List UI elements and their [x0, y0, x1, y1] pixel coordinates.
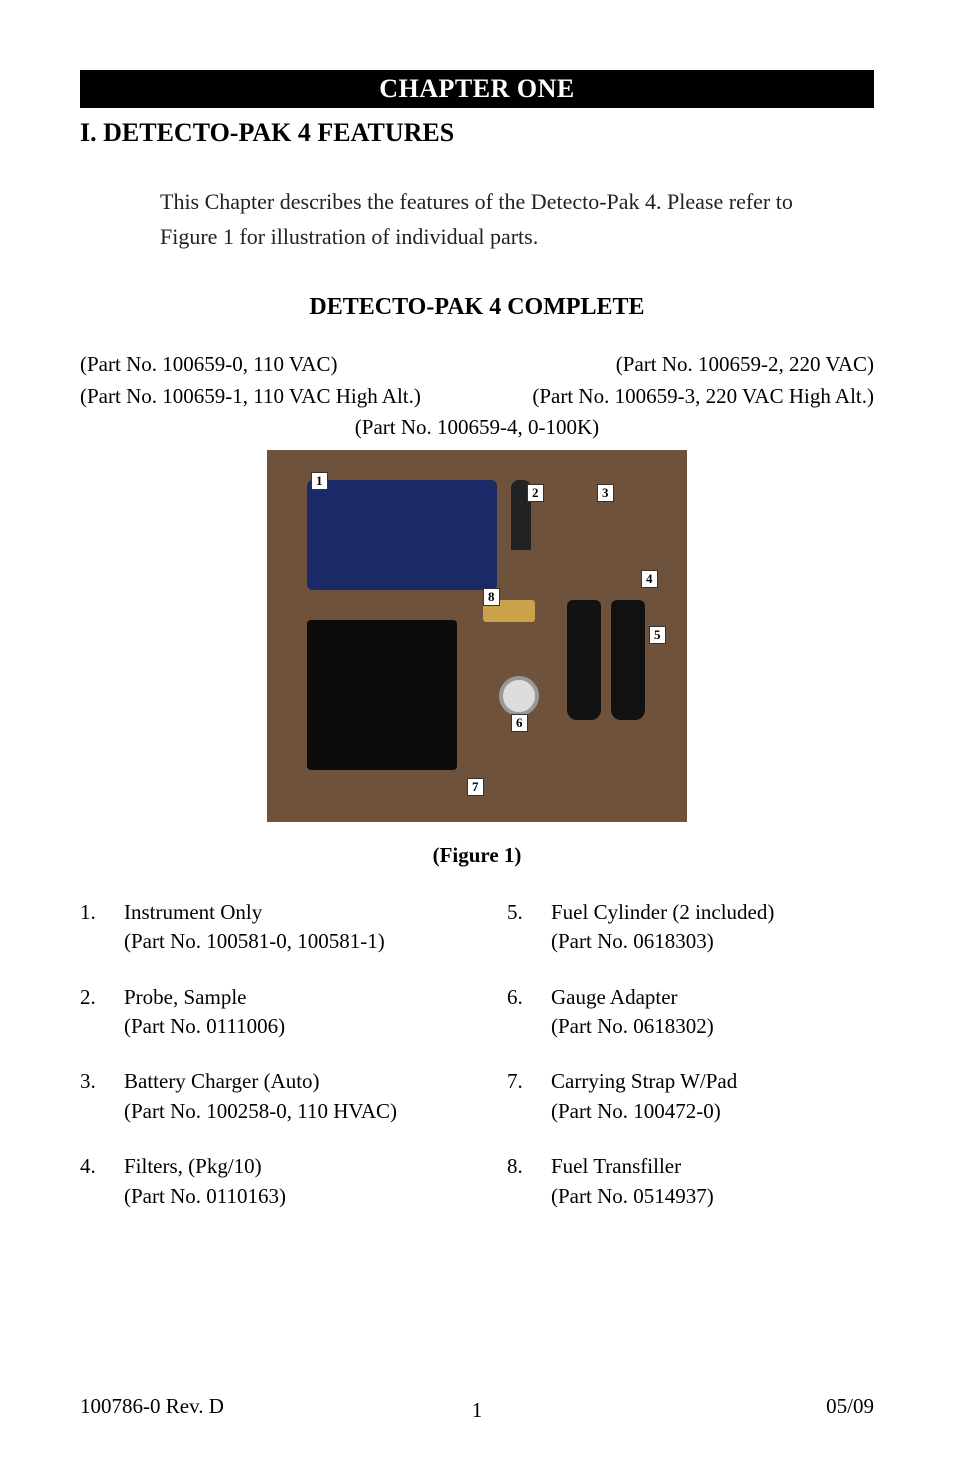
item-title: Fuel Transfiller: [551, 1154, 681, 1178]
callout-4: 4: [641, 570, 658, 588]
page-footer: 100786-0 Rev. D 1 05/09: [80, 1394, 874, 1419]
callout-7: 7: [467, 778, 484, 796]
item-number: 5.: [507, 898, 551, 957]
item-partno: (Part No. 100258-0, 110 HVAC): [124, 1097, 397, 1126]
item-number: 1.: [80, 898, 124, 957]
item-partno: (Part No. 0111006): [124, 1012, 285, 1041]
device-illustration: [307, 480, 497, 590]
list-item: 8. Fuel Transfiller (Part No. 0514937): [507, 1152, 874, 1211]
partno-220vac-highalt: (Part No. 100659-3, 220 VAC High Alt.): [532, 381, 874, 413]
item-number: 8.: [507, 1152, 551, 1211]
callout-6: 6: [511, 714, 528, 732]
model-part-numbers: (Part No. 100659-0, 110 VAC) (Part No. 1…: [80, 349, 874, 444]
figure-caption: (Figure 1): [80, 843, 874, 868]
partno-110vac: (Part No. 100659-0, 110 VAC): [80, 349, 337, 381]
item-title: Battery Charger (Auto): [124, 1069, 320, 1093]
item-partno: (Part No. 0110163): [124, 1182, 286, 1211]
item-number: 7.: [507, 1067, 551, 1126]
intro-paragraph: This Chapter describes the features of t…: [160, 184, 844, 254]
list-item: 1. Instrument Only (Part No. 100581-0, 1…: [80, 898, 447, 957]
complete-subheading: DETECTO-PAK 4 COMPLETE: [80, 294, 874, 321]
parts-col-right: 5. Fuel Cylinder (2 included) (Part No. …: [507, 898, 874, 1237]
callout-1: 1: [311, 472, 328, 490]
page-number: 1: [472, 1398, 483, 1423]
partno-row: (Part No. 100659-0, 110 VAC) (Part No. 1…: [80, 349, 874, 381]
chapter-bar: CHAPTER ONE: [80, 70, 874, 108]
cylinder-illustration: [611, 600, 645, 720]
list-item: 6. Gauge Adapter (Part No. 0618302): [507, 983, 874, 1042]
callout-2: 2: [527, 484, 544, 502]
partno-220vac: (Part No. 100659-2, 220 VAC): [616, 349, 874, 381]
list-item: 3. Battery Charger (Auto) (Part No. 1002…: [80, 1067, 447, 1126]
item-partno: (Part No. 0618302): [551, 1012, 714, 1041]
item-title: Gauge Adapter: [551, 985, 678, 1009]
item-partno: (Part No. 100472-0): [551, 1097, 737, 1126]
item-title: Fuel Cylinder (2 included): [551, 900, 774, 924]
item-partno: (Part No. 0618303): [551, 927, 774, 956]
partno-0-100k: (Part No. 100659-4, 0-100K): [80, 412, 874, 444]
item-number: 2.: [80, 983, 124, 1042]
list-item: 4. Filters, (Pkg/10) (Part No. 0110163): [80, 1152, 447, 1211]
footer-date: 05/09: [826, 1394, 874, 1419]
section-heading: I. DETECTO-PAK 4 FEATURES: [80, 118, 874, 148]
list-item: 5. Fuel Cylinder (2 included) (Part No. …: [507, 898, 874, 957]
partno-110vac-highalt: (Part No. 100659-1, 110 VAC High Alt.): [80, 381, 421, 413]
figure-1-image: 1 2 3 4 5 6 7 8: [267, 450, 687, 822]
item-title: Instrument Only: [124, 900, 262, 924]
callout-5: 5: [649, 626, 666, 644]
item-title: Carrying Strap W/Pad: [551, 1069, 737, 1093]
list-item: 7. Carrying Strap W/Pad (Part No. 100472…: [507, 1067, 874, 1126]
partno-row: (Part No. 100659-1, 110 VAC High Alt.) (…: [80, 381, 874, 413]
item-number: 6.: [507, 983, 551, 1042]
item-number: 3.: [80, 1067, 124, 1126]
gauge-illustration: [499, 676, 539, 716]
parts-list: 1. Instrument Only (Part No. 100581-0, 1…: [80, 898, 874, 1237]
list-item: 2. Probe, Sample (Part No. 0111006): [80, 983, 447, 1042]
item-partno: (Part No. 100581-0, 100581-1): [124, 927, 385, 956]
figure-1: 1 2 3 4 5 6 7 8 (Figure 1): [80, 450, 874, 868]
item-partno: (Part No. 0514937): [551, 1182, 714, 1211]
callout-3: 3: [597, 484, 614, 502]
cylinder-illustration: [567, 600, 601, 720]
parts-col-left: 1. Instrument Only (Part No. 100581-0, 1…: [80, 898, 447, 1237]
bag-illustration: [307, 620, 457, 770]
footer-revision: 100786-0 Rev. D: [80, 1394, 224, 1419]
item-title: Filters, (Pkg/10): [124, 1154, 262, 1178]
item-title: Probe, Sample: [124, 985, 246, 1009]
callout-8: 8: [483, 588, 500, 606]
item-number: 4.: [80, 1152, 124, 1211]
